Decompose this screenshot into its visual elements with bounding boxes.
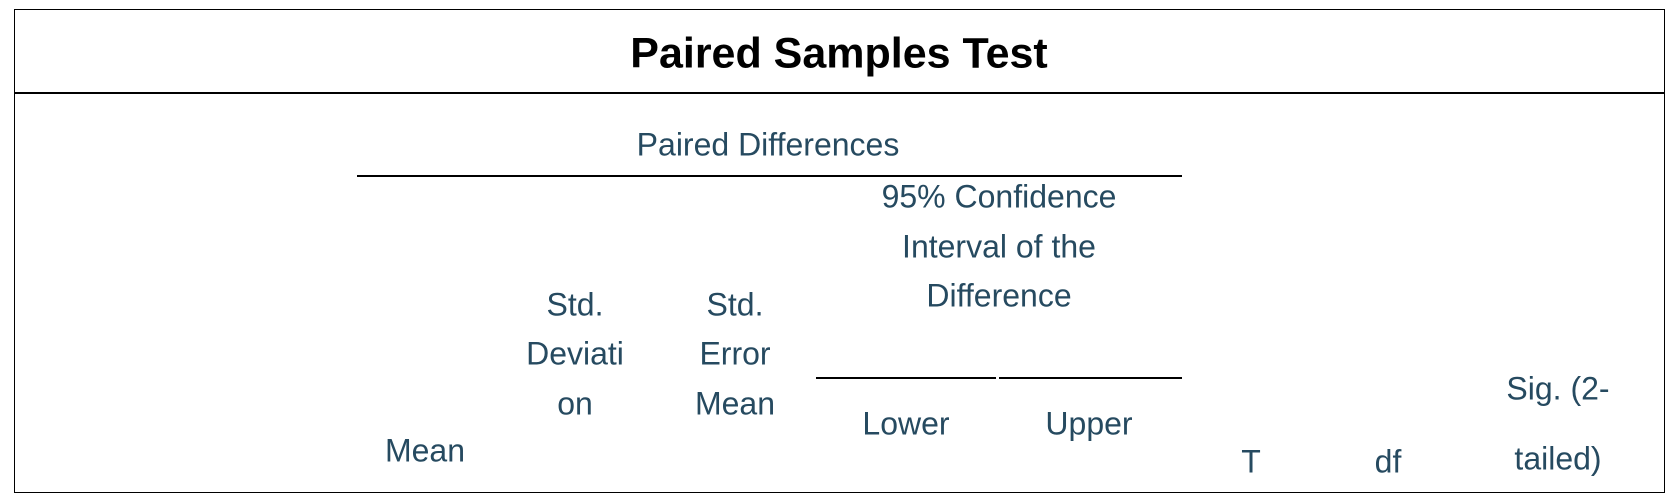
interval-header: 95% Confidence — [881, 178, 1117, 215]
interval-rule-lower — [816, 377, 996, 379]
column-header: Upper — [1045, 405, 1133, 442]
column-header: Std. — [546, 286, 604, 323]
interval-header: Interval of the — [902, 228, 1096, 265]
table-frame — [14, 9, 1665, 493]
column-header: Error — [699, 335, 771, 372]
column-header: Sig. (2- — [1506, 370, 1610, 407]
column-header: Lower — [862, 405, 950, 442]
column-header: Std. — [706, 286, 764, 323]
column-header: Deviati — [526, 335, 624, 372]
table-title: Paired Samples Test — [630, 29, 1048, 78]
column-header: T — [1241, 443, 1261, 480]
interval-header: Difference — [926, 277, 1072, 314]
group-rule — [357, 175, 1182, 177]
group-header: Paired Differences — [636, 126, 900, 163]
interval-rule-upper — [999, 377, 1182, 379]
column-header: tailed) — [1514, 440, 1602, 477]
column-header: on — [557, 385, 593, 422]
column-header: Mean — [694, 385, 776, 422]
title-rule — [14, 92, 1665, 94]
column-header: df — [1374, 443, 1402, 480]
column-header: Mean — [384, 432, 466, 469]
